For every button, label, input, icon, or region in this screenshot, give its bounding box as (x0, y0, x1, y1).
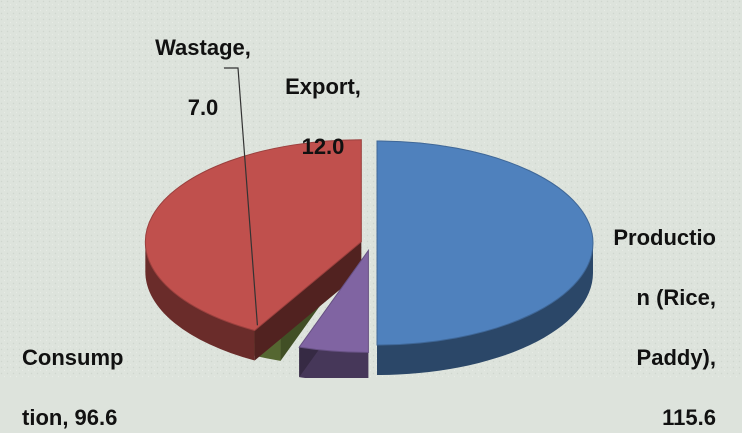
leader-line-wastage (224, 67, 259, 326)
pie-slice-export (298, 248, 369, 378)
pie-chart-graphic (0, 0, 742, 378)
slice-label-wastage: Wastage, 7.0 (155, 35, 251, 120)
pie-slice-production (376, 140, 594, 375)
slice-label-export: Export, 12.0 (285, 74, 361, 159)
slice-label-production: Productio n (Rice, Paddy), 115.6 (613, 225, 716, 430)
pie-slice-consumption (144, 139, 362, 361)
slice-label-consumption: Consump tion, 96.6 (22, 345, 124, 430)
